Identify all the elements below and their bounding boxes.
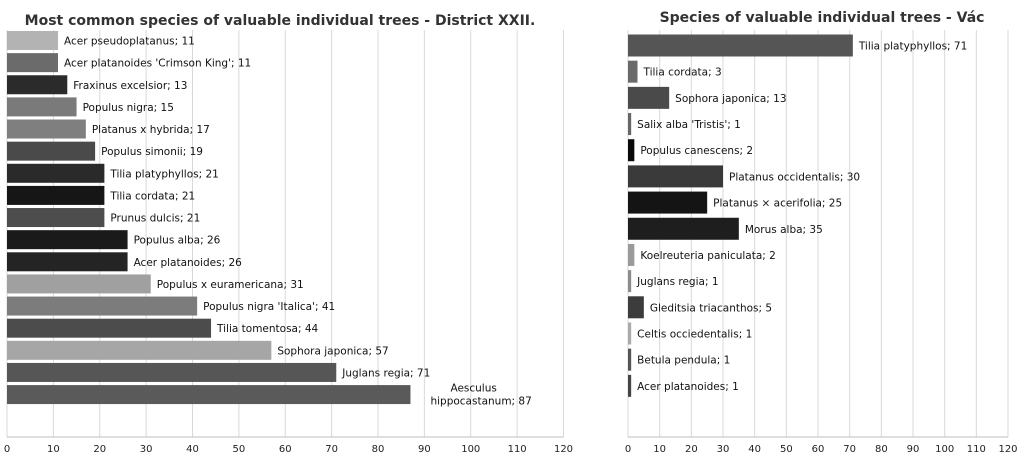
bar-data-label: Juglans regia; 71 bbox=[341, 367, 430, 379]
bar bbox=[7, 362, 337, 382]
bar-data-label: Sophora japonica; 13 bbox=[675, 93, 786, 105]
bar bbox=[628, 113, 632, 136]
chart-vac: Species of valuable individual trees - V… bbox=[625, 10, 1018, 455]
bar bbox=[7, 230, 128, 250]
bar bbox=[7, 252, 128, 272]
bar-data-label: Salix alba 'Tristis'; 1 bbox=[637, 119, 741, 131]
x-tick-label: 70 bbox=[843, 444, 856, 455]
x-tick-label: 90 bbox=[907, 444, 920, 455]
bar bbox=[7, 208, 105, 228]
bar bbox=[628, 217, 739, 240]
bar bbox=[7, 274, 151, 294]
bar bbox=[7, 75, 68, 95]
x-tick-label: 0 bbox=[4, 444, 10, 455]
bar bbox=[7, 340, 272, 360]
bar-data-label: Acer platanoides 'Crimson King'; 11 bbox=[64, 58, 251, 70]
bar-data-label: Platanus × acerifolia; 25 bbox=[713, 198, 842, 210]
bar-data-label: Acer platanoides; 1 bbox=[637, 381, 739, 393]
bar bbox=[628, 348, 632, 371]
bar-data-label: Aesculus hippocastanum; 87 bbox=[430, 383, 531, 408]
bar bbox=[628, 165, 724, 188]
bar bbox=[628, 34, 853, 57]
x-tick-label: 20 bbox=[685, 444, 698, 455]
bar bbox=[628, 86, 670, 109]
bar-data-label: Prunus dulcis; 21 bbox=[110, 213, 200, 225]
x-tick-label: 70 bbox=[325, 444, 338, 455]
bar-data-label: Populus x euramericana; 31 bbox=[157, 279, 304, 291]
x-tick-label: 110 bbox=[967, 444, 986, 455]
bar bbox=[7, 31, 59, 50]
x-tick-label: 100 bbox=[461, 444, 480, 455]
bar-data-label: Celtis occiedentalis; 1 bbox=[637, 328, 752, 340]
bar bbox=[7, 53, 59, 73]
bar-data-label: Populus alba; 26 bbox=[134, 235, 221, 247]
bar-data-label: Sophora japonica; 57 bbox=[277, 345, 388, 357]
bar-data-label: Populus nigra; 15 bbox=[83, 102, 174, 114]
bar-data-label: Gleditsia triacanthos; 5 bbox=[650, 302, 772, 314]
bar bbox=[628, 191, 708, 214]
x-tick-label: 80 bbox=[372, 444, 385, 455]
bar bbox=[628, 243, 635, 266]
bar-data-label: Morus alba; 35 bbox=[745, 224, 823, 236]
x-tick-label: 60 bbox=[279, 444, 292, 455]
bar bbox=[628, 270, 632, 293]
x-tick-label: 10 bbox=[653, 444, 666, 455]
bar bbox=[628, 139, 635, 162]
bar bbox=[7, 318, 212, 338]
bar bbox=[628, 60, 638, 83]
chart-title: Most common species of valuable individu… bbox=[25, 13, 536, 29]
bar-data-label: Fraxinus excelsior; 13 bbox=[73, 80, 187, 92]
bar bbox=[7, 141, 96, 161]
bar-data-label: Populus canescens; 2 bbox=[640, 145, 753, 157]
bar-data-label: Tilia tomentosa; 44 bbox=[216, 323, 318, 335]
bar-data-label: Betula pendula; 1 bbox=[637, 355, 730, 367]
x-tick-label: 50 bbox=[780, 444, 793, 455]
bar bbox=[628, 322, 632, 345]
bar-data-label: Acer pseudoplatanus; 11 bbox=[64, 36, 195, 48]
bar bbox=[7, 119, 86, 139]
bar bbox=[7, 296, 198, 316]
bar-data-label: Platanus x hybrida; 17 bbox=[92, 124, 210, 136]
x-tick-label: 40 bbox=[186, 444, 199, 455]
x-tick-label: 0 bbox=[625, 444, 631, 455]
x-tick-label: 40 bbox=[748, 444, 761, 455]
x-tick-label: 110 bbox=[508, 444, 527, 455]
bar bbox=[7, 163, 105, 183]
x-tick-label: 120 bbox=[554, 444, 573, 455]
bar-data-label: Koelreuteria paniculata; 2 bbox=[640, 250, 776, 262]
x-tick-label: 120 bbox=[998, 444, 1017, 455]
x-tick-label: 20 bbox=[93, 444, 106, 455]
bar-data-label: Platanus occidentalis; 30 bbox=[729, 171, 860, 183]
bar-data-label: Tilia cordata; 21 bbox=[109, 190, 195, 202]
chart-title: Species of valuable individual trees - V… bbox=[660, 10, 985, 26]
bar-data-label: Tilia platyphyllos; 21 bbox=[109, 168, 218, 180]
x-tick-label: 50 bbox=[233, 444, 246, 455]
x-tick-label: 30 bbox=[140, 444, 153, 455]
bar bbox=[7, 185, 105, 205]
bar bbox=[7, 97, 77, 117]
bar-data-label: Tilia cordata; 3 bbox=[643, 67, 722, 79]
bar-data-label: Populus simonii; 19 bbox=[101, 146, 203, 158]
bar-data-label: Juglans regia; 1 bbox=[636, 276, 718, 288]
bar-data-label: Acer platanoides; 26 bbox=[134, 257, 243, 269]
bar bbox=[7, 385, 411, 405]
bar bbox=[628, 296, 644, 319]
bar bbox=[628, 374, 632, 397]
x-tick-label: 10 bbox=[47, 444, 60, 455]
chart-district-xxii: Most common species of valuable individu… bbox=[4, 13, 573, 455]
bar-data-label: Populus nigra 'Italica'; 41 bbox=[203, 301, 335, 313]
x-tick-label: 60 bbox=[812, 444, 825, 455]
x-tick-label: 80 bbox=[875, 444, 888, 455]
bar-data-label: Tilia platyphyllos; 71 bbox=[858, 41, 967, 53]
x-tick-label: 100 bbox=[935, 444, 954, 455]
x-tick-label: 90 bbox=[418, 444, 431, 455]
x-tick-label: 30 bbox=[717, 444, 730, 455]
